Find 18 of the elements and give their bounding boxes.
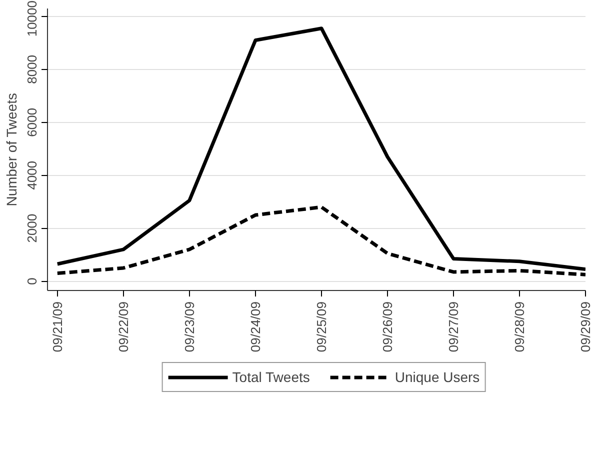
- y-tick-label: 2000: [24, 214, 40, 243]
- x-tick-label: 09/25/09: [314, 301, 329, 352]
- x-tick-label: 09/28/09: [512, 301, 527, 352]
- y-tick-label: 6000: [24, 108, 40, 137]
- y-tick-label: 0: [24, 278, 40, 285]
- x-tick-label: 09/22/09: [116, 301, 131, 352]
- x-tick-label: 09/29/09: [578, 301, 593, 352]
- legend-label: Total Tweets: [232, 368, 310, 386]
- legend-label: Unique Users: [394, 368, 480, 386]
- y-tick-label: 8000: [24, 54, 40, 84]
- x-tick-label: 09/21/09: [50, 301, 65, 352]
- x-tick-label: 09/27/09: [446, 301, 461, 352]
- y-axis-title: Number of Tweets: [4, 92, 20, 206]
- x-tick-label: 09/26/09: [380, 301, 395, 352]
- x-tick-label: 09/24/09: [248, 301, 263, 352]
- x-tick-label: 09/23/09: [182, 301, 197, 352]
- y-tick-label: 10000: [24, 0, 40, 37]
- y-tick-label: 4000: [24, 160, 40, 190]
